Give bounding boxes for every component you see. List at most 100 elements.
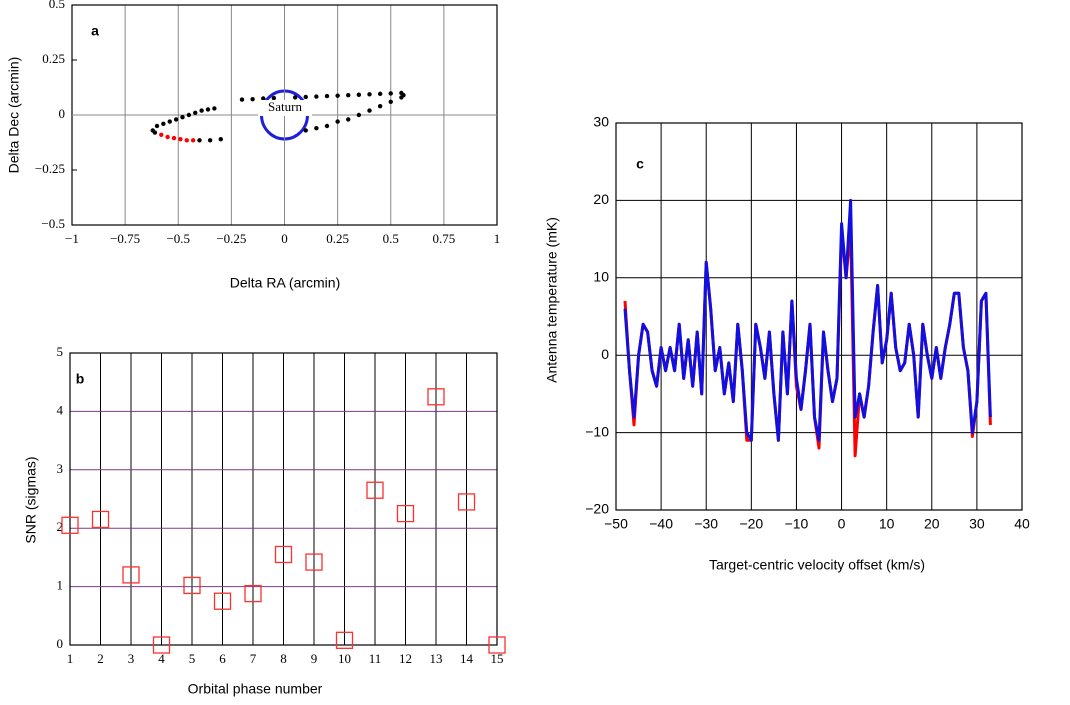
x-tick-label: 7	[250, 651, 257, 666]
y-axis-label: Delta Dec (arcmin)	[6, 57, 22, 174]
x-tick-label: 0.75	[433, 231, 456, 246]
point	[427, 388, 445, 406]
plot-frame	[615, 122, 1023, 511]
y-tick-label: 1	[57, 578, 64, 593]
point	[356, 92, 362, 97]
point	[314, 94, 319, 99]
x-tick-label: 8	[280, 651, 287, 666]
x-tick-label: −50	[604, 516, 628, 532]
panel-label: c	[636, 156, 644, 172]
point	[292, 95, 298, 100]
point	[165, 134, 170, 140]
point	[314, 126, 319, 131]
series-line	[623, 198, 992, 442]
x-tick-label: −0.75	[110, 231, 140, 246]
x-tick-label: −30	[694, 516, 718, 532]
point	[197, 138, 202, 143]
point	[122, 566, 140, 584]
point	[193, 110, 198, 116]
x-tick-label: 4	[158, 651, 165, 666]
point	[488, 636, 506, 654]
point	[205, 107, 211, 112]
x-tick-label: 30	[969, 516, 985, 532]
point	[91, 510, 110, 529]
x-tick-label: −10	[785, 516, 809, 532]
x-axis-label: Target-centric velocity offset (km/s)	[709, 557, 925, 573]
point	[388, 99, 393, 105]
point	[152, 130, 158, 135]
point	[152, 636, 171, 654]
x-axis-label: Delta RA (arcmin)	[230, 275, 340, 291]
x-tick-label: 10	[879, 516, 895, 532]
y-axis-label: Antenna temperature (mK)	[544, 217, 560, 383]
point	[274, 545, 293, 564]
y-tick-label: −10	[585, 423, 609, 439]
point	[305, 553, 323, 571]
point	[171, 135, 177, 141]
y-tick-label: 0.5	[49, 0, 65, 11]
annotation-bg	[258, 100, 312, 116]
y-tick-label: 10	[593, 269, 609, 285]
x-tick-label: 0	[838, 516, 846, 532]
point	[213, 592, 232, 610]
point	[154, 123, 160, 129]
y-tick-label: 2	[57, 519, 64, 534]
point	[190, 138, 196, 143]
x-tick-label: 2	[97, 651, 104, 666]
point	[261, 96, 266, 101]
point	[335, 631, 354, 649]
point	[335, 93, 340, 98]
point	[377, 104, 383, 109]
x-tick-label: 20	[924, 516, 940, 532]
plot-frame	[69, 352, 498, 646]
point	[324, 93, 330, 99]
point	[167, 119, 172, 124]
point	[388, 91, 393, 96]
x-tick-label: −20	[739, 516, 763, 532]
panel-label: b	[76, 371, 85, 387]
y-tick-label: 20	[593, 191, 609, 207]
x-tick-label: 11	[369, 651, 382, 666]
x-tick-label: 1	[67, 651, 74, 666]
x-tick-label: 9	[311, 651, 318, 666]
point	[366, 481, 384, 499]
point	[335, 119, 340, 124]
x-tick-label: −0.5	[166, 231, 190, 246]
x-tick-label: 5	[189, 651, 196, 666]
panel-label: a	[91, 23, 99, 39]
point	[61, 516, 79, 534]
x-tick-label: 15	[491, 651, 504, 666]
point	[271, 95, 277, 101]
x-tick-label: 1	[494, 231, 501, 246]
point	[173, 117, 179, 122]
annotation: Saturn	[268, 99, 302, 114]
point	[396, 504, 415, 523]
y-tick-label: 4	[57, 402, 64, 417]
point	[250, 96, 255, 102]
point	[457, 493, 476, 511]
point	[367, 92, 372, 97]
x-tick-label: 0.5	[383, 231, 399, 246]
y-tick-label: 0	[601, 346, 609, 362]
y-tick-label: 30	[593, 114, 609, 130]
point	[367, 108, 372, 113]
y-tick-label: 3	[57, 461, 64, 476]
point	[212, 106, 217, 111]
point	[218, 137, 223, 142]
point	[159, 132, 164, 137]
point	[199, 108, 204, 113]
y-axis-label: SNR (sigmas)	[23, 456, 39, 543]
point	[244, 584, 262, 603]
point	[180, 115, 185, 120]
y-tick-label: 0	[59, 106, 66, 121]
x-tick-label: 6	[219, 651, 226, 666]
point	[303, 94, 308, 100]
point	[186, 112, 192, 118]
point	[161, 121, 166, 127]
point	[303, 128, 308, 133]
point	[239, 97, 245, 102]
x-tick-label: −1	[65, 231, 79, 246]
x-axis-label: Orbital phase number	[188, 681, 323, 697]
point	[207, 138, 213, 143]
